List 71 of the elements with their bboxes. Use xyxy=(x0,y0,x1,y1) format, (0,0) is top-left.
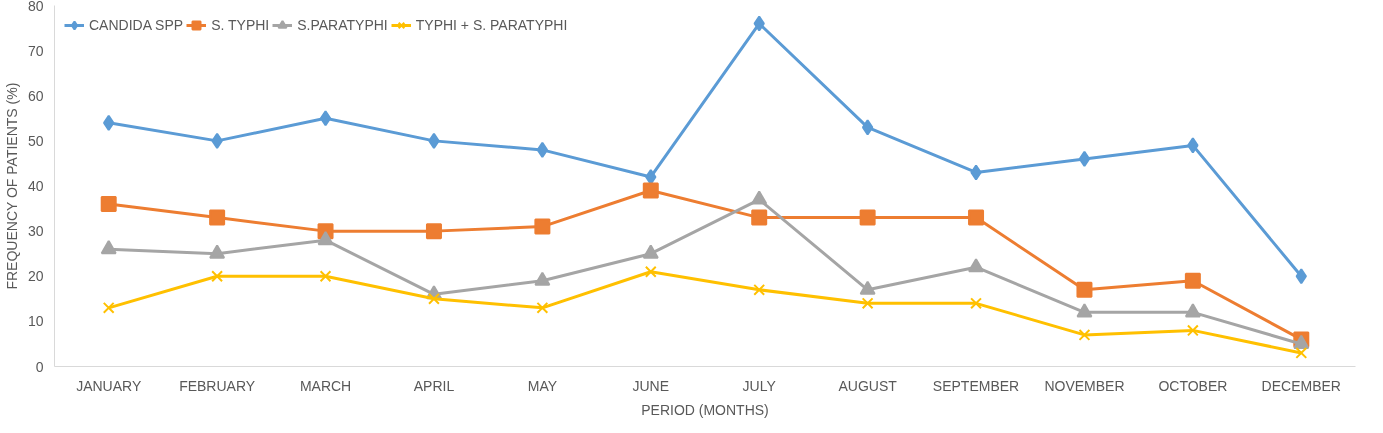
point xyxy=(1187,137,1199,154)
point xyxy=(1078,328,1091,341)
legend-label: S.PARATYPHI xyxy=(297,17,388,33)
x-tick-label: APRIL xyxy=(413,377,455,394)
point xyxy=(1184,272,1201,289)
point xyxy=(859,280,876,295)
point xyxy=(100,196,117,213)
point xyxy=(536,141,549,158)
point xyxy=(968,209,985,226)
point xyxy=(1076,303,1093,318)
point xyxy=(970,297,982,310)
legend-label: S. TYPHI xyxy=(211,17,270,33)
x-tick-label: NOVEMBER xyxy=(1044,377,1125,394)
legend-label: CANDIDA SPP xyxy=(89,17,184,33)
point xyxy=(319,110,332,127)
x-tick-label: OCTOBER xyxy=(1158,377,1228,394)
y-axis-title: FREQUENCY OF PATIENTS (%) xyxy=(3,82,20,290)
y-tick-label: 60 xyxy=(27,87,44,104)
point xyxy=(861,297,874,310)
point xyxy=(209,209,226,226)
point xyxy=(103,114,115,131)
y-tick-label: 30 xyxy=(27,223,44,240)
y-tick-label: 40 xyxy=(27,178,44,194)
y-tick-label: 10 xyxy=(27,313,44,330)
point xyxy=(861,119,874,136)
y-tick-label: 20 xyxy=(27,268,44,285)
point xyxy=(211,132,223,149)
point xyxy=(1295,347,1308,359)
y-tick-label: 70 xyxy=(27,42,44,59)
x-tick-label: DECEMBER xyxy=(1261,377,1341,394)
point xyxy=(1078,150,1091,167)
point xyxy=(645,168,657,185)
point xyxy=(642,244,659,259)
point xyxy=(425,223,442,240)
x-tick-label: FEBRUARY xyxy=(179,377,256,394)
point xyxy=(534,271,551,286)
point xyxy=(100,240,117,255)
x-tick-label: JUNE xyxy=(632,377,670,394)
point xyxy=(211,270,224,283)
x-tick-label: JANUARY xyxy=(76,377,142,394)
x-tick-label: MAY xyxy=(527,377,558,394)
x-axis-title: PERIOD (MONTHS) xyxy=(641,401,769,418)
legend-label: TYPHI + S. PARATYPHI xyxy=(415,17,568,33)
y-tick-label: 0 xyxy=(35,358,44,375)
point xyxy=(1076,281,1093,298)
y-tick-label: 50 xyxy=(27,132,44,149)
point xyxy=(751,190,768,205)
x-tick-label: AUGUST xyxy=(838,377,898,394)
point xyxy=(859,209,876,226)
point xyxy=(642,182,659,199)
point xyxy=(428,132,440,149)
x-tick-label: SEPTEMBER xyxy=(932,377,1020,394)
point xyxy=(317,231,334,246)
point xyxy=(102,301,115,314)
point xyxy=(534,218,551,235)
point xyxy=(1184,303,1201,318)
point xyxy=(536,301,549,314)
point xyxy=(428,292,440,305)
point xyxy=(753,283,766,296)
point xyxy=(753,15,765,32)
point xyxy=(968,258,985,273)
point xyxy=(970,164,982,181)
point xyxy=(1295,268,1307,285)
y-tick-label: 80 xyxy=(27,0,44,14)
point xyxy=(319,270,332,283)
point xyxy=(751,209,768,226)
x-tick-label: JULY xyxy=(742,377,777,394)
point xyxy=(644,265,657,278)
x-tick-label: MARCH xyxy=(299,377,352,394)
point xyxy=(1186,324,1199,337)
point xyxy=(209,244,226,259)
